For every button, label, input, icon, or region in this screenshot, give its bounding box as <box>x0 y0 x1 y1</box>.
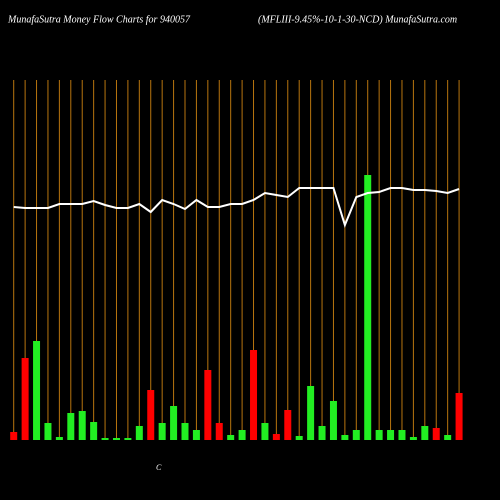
bar <box>90 422 98 440</box>
bar <box>329 401 337 440</box>
bar <box>78 411 86 440</box>
bar <box>409 437 417 440</box>
bar <box>238 430 246 440</box>
bar <box>112 438 120 440</box>
bar <box>204 370 212 440</box>
annotation: C <box>156 463 162 472</box>
bar <box>364 175 372 440</box>
bar <box>33 341 41 440</box>
bar <box>44 423 52 440</box>
bar <box>432 428 440 440</box>
bar <box>158 423 166 440</box>
bar <box>398 430 406 440</box>
bar <box>101 438 109 440</box>
bar <box>261 423 269 440</box>
bar <box>192 430 200 440</box>
bar <box>341 435 349 440</box>
line <box>13 187 460 228</box>
bar <box>147 390 155 440</box>
bar <box>124 438 132 440</box>
bar <box>215 423 223 440</box>
bar <box>307 386 315 440</box>
bar <box>444 435 452 440</box>
bar <box>352 430 360 440</box>
bar <box>135 426 143 440</box>
bar <box>170 406 178 440</box>
bar <box>375 430 383 440</box>
bar <box>455 393 463 440</box>
bar <box>295 436 303 440</box>
bar <box>318 426 326 440</box>
bar <box>55 437 63 440</box>
bar <box>387 430 395 440</box>
chart-subtitle: (MFLIII-9.45%-10-1-30-NCD) MunafaSutra.c… <box>258 14 457 25</box>
bar <box>67 413 75 440</box>
chart-title: MunafaSutra Money Flow Charts for 940057 <box>7 14 191 25</box>
bar <box>10 432 18 440</box>
bar <box>181 423 189 440</box>
bar <box>272 434 280 440</box>
bar <box>250 350 258 440</box>
bar <box>227 435 235 440</box>
bar <box>21 358 29 440</box>
bar <box>421 426 429 440</box>
bar <box>284 410 292 440</box>
